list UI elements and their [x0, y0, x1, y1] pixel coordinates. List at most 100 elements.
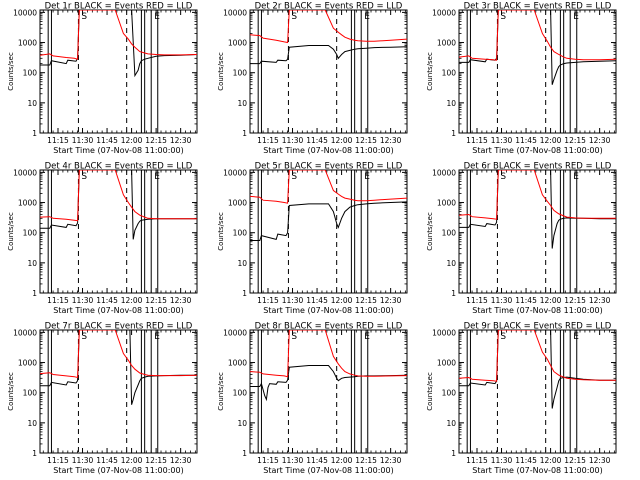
- end-marker-label: E: [573, 172, 579, 182]
- detector-panel-3: Det 3r BLACK = Events RED = LLD 10000 1000…: [426, 2, 617, 155]
- y-tick-label: 10: [27, 99, 37, 108]
- x-tick-label: 12:15: [355, 456, 377, 465]
- series-red-lld: [459, 10, 616, 61]
- y-tick-label: 10: [237, 419, 247, 428]
- x-axis-label: Start Time (07-Nov-08 11:00:00): [53, 466, 183, 475]
- panel-title: Det 6r BLACK = Events RED = LLD: [464, 162, 612, 172]
- x-tick-label: 12:30: [170, 296, 192, 305]
- y-tick-label: 10000: [432, 8, 456, 17]
- panel-title: Det 1r BLACK = Events RED = LLD: [45, 2, 193, 12]
- detector-panel-1: Det 1r BLACK = Events RED = LLD 10000 1000…: [7, 2, 198, 155]
- x-tick-label: 12:15: [355, 296, 377, 305]
- x-tick-label: 11:15: [466, 456, 488, 465]
- x-tick-label: 11:45: [96, 136, 118, 145]
- x-tick-label: 11:45: [306, 136, 328, 145]
- y-tick-label: 1000: [437, 199, 456, 208]
- y-tick-label: 10000: [13, 8, 37, 17]
- x-tick-label: 11:15: [257, 456, 279, 465]
- detector-panel-4: Det 4r BLACK = Events RED = LLD 10000 1000…: [7, 162, 198, 315]
- series-black-events: [459, 330, 616, 409]
- series-black-events: [250, 45, 407, 65]
- y-axis-label: Counts/sec: [217, 52, 225, 91]
- x-tick-label: 11:30: [72, 136, 94, 145]
- x-tick-label: 12:00: [540, 136, 562, 145]
- y-tick-label: 1000: [228, 39, 247, 48]
- x-tick-label: 11:45: [515, 456, 537, 465]
- end-marker-label: E: [154, 172, 160, 182]
- y-tick-label: 1000: [228, 199, 247, 208]
- x-tick-label: 11:30: [282, 456, 304, 465]
- panel-title: Det 7r BLACK = Events RED = LLD: [45, 322, 193, 332]
- series-black-events: [250, 201, 407, 241]
- y-tick-label: 1000: [437, 39, 456, 48]
- x-tick-label: 12:30: [380, 136, 402, 145]
- x-tick-label: 12:30: [380, 296, 402, 305]
- panel-title: Det 5r BLACK = Events RED = LLD: [255, 162, 403, 172]
- x-tick-label: 12:00: [540, 296, 562, 305]
- x-axis-label: Start Time (07-Nov-08 11:00:00): [472, 306, 602, 315]
- plot-frame: [39, 329, 198, 454]
- series-red-lld: [459, 330, 616, 382]
- detector-panel-9: Det 9r BLACK = Events RED = LLD 10000 1000…: [426, 322, 617, 475]
- plot-frame: [458, 169, 617, 294]
- y-tick-label: 10: [27, 259, 37, 268]
- y-tick-label: 1: [451, 449, 456, 458]
- series-black-events: [459, 10, 616, 85]
- plot-frame: [458, 9, 617, 134]
- y-axis-label: Counts/sec: [217, 372, 225, 411]
- x-tick-label: 11:45: [515, 136, 537, 145]
- x-tick-label: 12:30: [380, 456, 402, 465]
- y-axis-label: Counts/sec: [7, 52, 15, 91]
- x-tick-label: 12:00: [121, 456, 143, 465]
- x-tick-label: 11:45: [515, 296, 537, 305]
- x-tick-label: 11:15: [257, 296, 279, 305]
- series-black-events: [40, 330, 197, 405]
- y-tick-label: 10000: [223, 8, 247, 17]
- y-tick-label: 10: [446, 419, 456, 428]
- y-tick-label: 100: [442, 69, 457, 78]
- y-tick-label: 1: [242, 289, 247, 298]
- x-tick-label: 11:30: [491, 296, 513, 305]
- y-tick-label: 100: [23, 229, 38, 238]
- x-tick-label: 11:15: [466, 296, 488, 305]
- series-black-events: [40, 170, 197, 240]
- x-tick-label: 11:45: [96, 456, 118, 465]
- plot-frame: [249, 169, 408, 294]
- y-tick-label: 10: [446, 259, 456, 268]
- series-red-lld: [459, 170, 616, 220]
- x-tick-label: 11:15: [47, 296, 69, 305]
- start-marker-label: S: [81, 332, 87, 342]
- y-tick-label: 10: [237, 259, 247, 268]
- x-tick-label: 11:30: [491, 136, 513, 145]
- x-tick-label: 12:30: [589, 136, 611, 145]
- panel-title: Det 2r BLACK = Events RED = LLD: [255, 2, 403, 12]
- series-black-events: [250, 365, 407, 402]
- x-tick-label: 11:15: [47, 136, 69, 145]
- x-tick-label: 12:15: [355, 136, 377, 145]
- x-axis-label: Start Time (07-Nov-08 11:00:00): [53, 306, 183, 315]
- detector-panel-7: Det 7r BLACK = Events RED = LLD 10000 1000…: [7, 322, 198, 475]
- y-tick-label: 1: [32, 129, 37, 138]
- start-marker-label: S: [81, 172, 87, 182]
- start-marker-label: S: [291, 12, 297, 22]
- x-tick-label: 12:00: [540, 456, 562, 465]
- series-red-lld: [250, 10, 407, 44]
- x-tick-label: 11:30: [72, 456, 94, 465]
- y-tick-label: 1: [242, 129, 247, 138]
- end-marker-label: E: [364, 172, 370, 182]
- start-marker-label: S: [500, 172, 506, 182]
- series-red-lld: [40, 10, 197, 60]
- panel-title: Det 8r BLACK = Events RED = LLD: [255, 322, 403, 332]
- y-axis-label: Counts/sec: [7, 372, 15, 411]
- x-tick-label: 12:15: [145, 136, 167, 145]
- y-tick-label: 10000: [13, 328, 37, 337]
- series-red-lld: [250, 170, 407, 204]
- y-tick-label: 1000: [437, 359, 456, 368]
- detector-panel-5: Det 5r BLACK = Events RED = LLD 10000 1000…: [217, 162, 408, 315]
- y-tick-label: 10: [27, 419, 37, 428]
- y-axis-label: Counts/sec: [426, 372, 434, 411]
- panel-title: Det 9r BLACK = Events RED = LLD: [464, 322, 612, 332]
- y-tick-label: 10000: [223, 168, 247, 177]
- x-tick-label: 12:15: [564, 456, 586, 465]
- x-axis-label: Start Time (07-Nov-08 11:00:00): [472, 466, 602, 475]
